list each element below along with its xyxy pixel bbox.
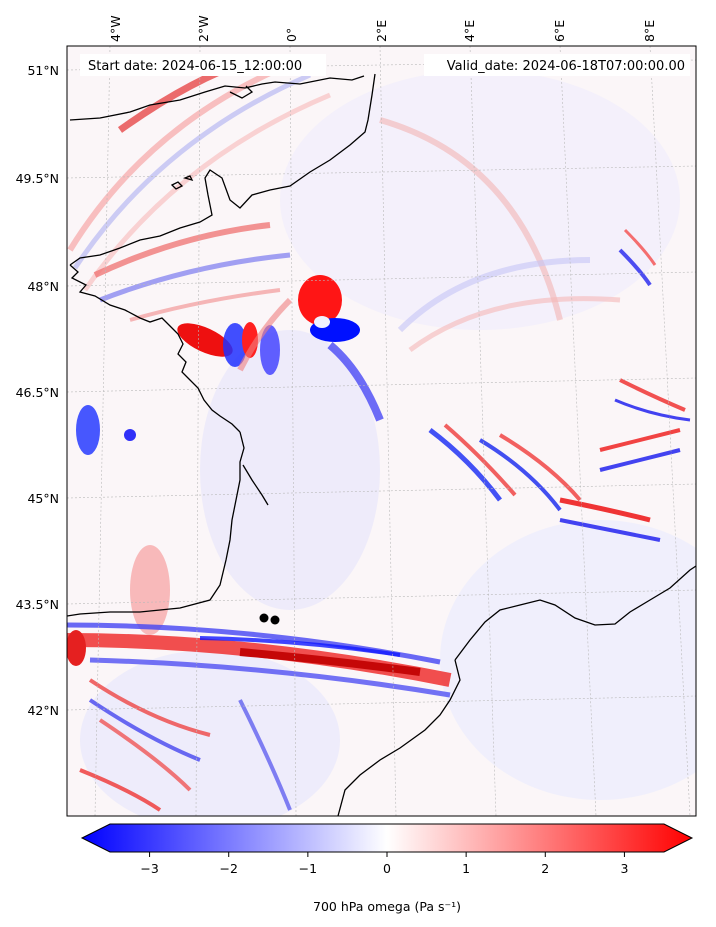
lat-label: 49.5°N <box>16 171 59 186</box>
colorbar-tick-label: −2 <box>219 861 237 876</box>
lat-label: 46.5°N <box>16 385 59 400</box>
lon-label: 6°E <box>552 20 567 42</box>
location-point-2 <box>270 615 280 625</box>
colorbar-tick-label: −1 <box>299 861 317 876</box>
start-date-label: Start date: 2024-06-15_12:00:00 <box>88 59 302 74</box>
latitude-labels: 51°N 49.5°N 48°N 46.5°N 45°N 43.5°N 42°N <box>16 63 59 718</box>
lon-label: 2°E <box>374 20 389 42</box>
map-area: Start date: 2024-06-15_12:00:00 Valid_da… <box>66 45 697 817</box>
lat-label: 45°N <box>27 491 59 506</box>
lon-label: 2°W <box>196 15 211 42</box>
lat-label: 48°N <box>27 279 59 294</box>
colorbar-tick-label: −3 <box>140 861 158 876</box>
lon-label: 8°E <box>642 20 657 42</box>
colorbar-body <box>80 823 694 853</box>
colorbar-tick-label: 1 <box>462 861 470 876</box>
colorbar-label: 700 hPa omega (Pa s⁻¹) <box>313 899 461 914</box>
lon-label: 4°E <box>462 20 477 42</box>
colorbar-tick-label: 2 <box>541 861 549 876</box>
colorbar-ticks: −3 −2 −1 0 1 2 3 <box>140 852 628 876</box>
colorbar-tick-label: 3 <box>620 861 628 876</box>
longitude-labels: 4°W 2°W 0° 2°E 4°E 6°E 8°E <box>108 15 657 42</box>
map-frame <box>66 45 697 817</box>
lon-label: 0° <box>284 28 299 42</box>
lon-label: 4°W <box>108 15 123 42</box>
colorbar-tick-label: 0 <box>383 861 391 876</box>
colorbar: −3 −2 −1 0 1 2 3 700 hPa omega (Pa s⁻¹) <box>80 823 694 914</box>
valid-label-box <box>424 54 690 76</box>
omega-field <box>67 46 696 816</box>
coastlines <box>67 73 696 816</box>
lat-label: 42°N <box>27 703 59 718</box>
start-label-box <box>80 54 326 76</box>
lat-label: 43.5°N <box>16 597 59 612</box>
lat-label: 51°N <box>27 63 59 78</box>
location-point-1 <box>259 613 269 623</box>
valid-date-label: Valid_date: 2024-06-18T07:00:00.00 <box>447 59 685 74</box>
